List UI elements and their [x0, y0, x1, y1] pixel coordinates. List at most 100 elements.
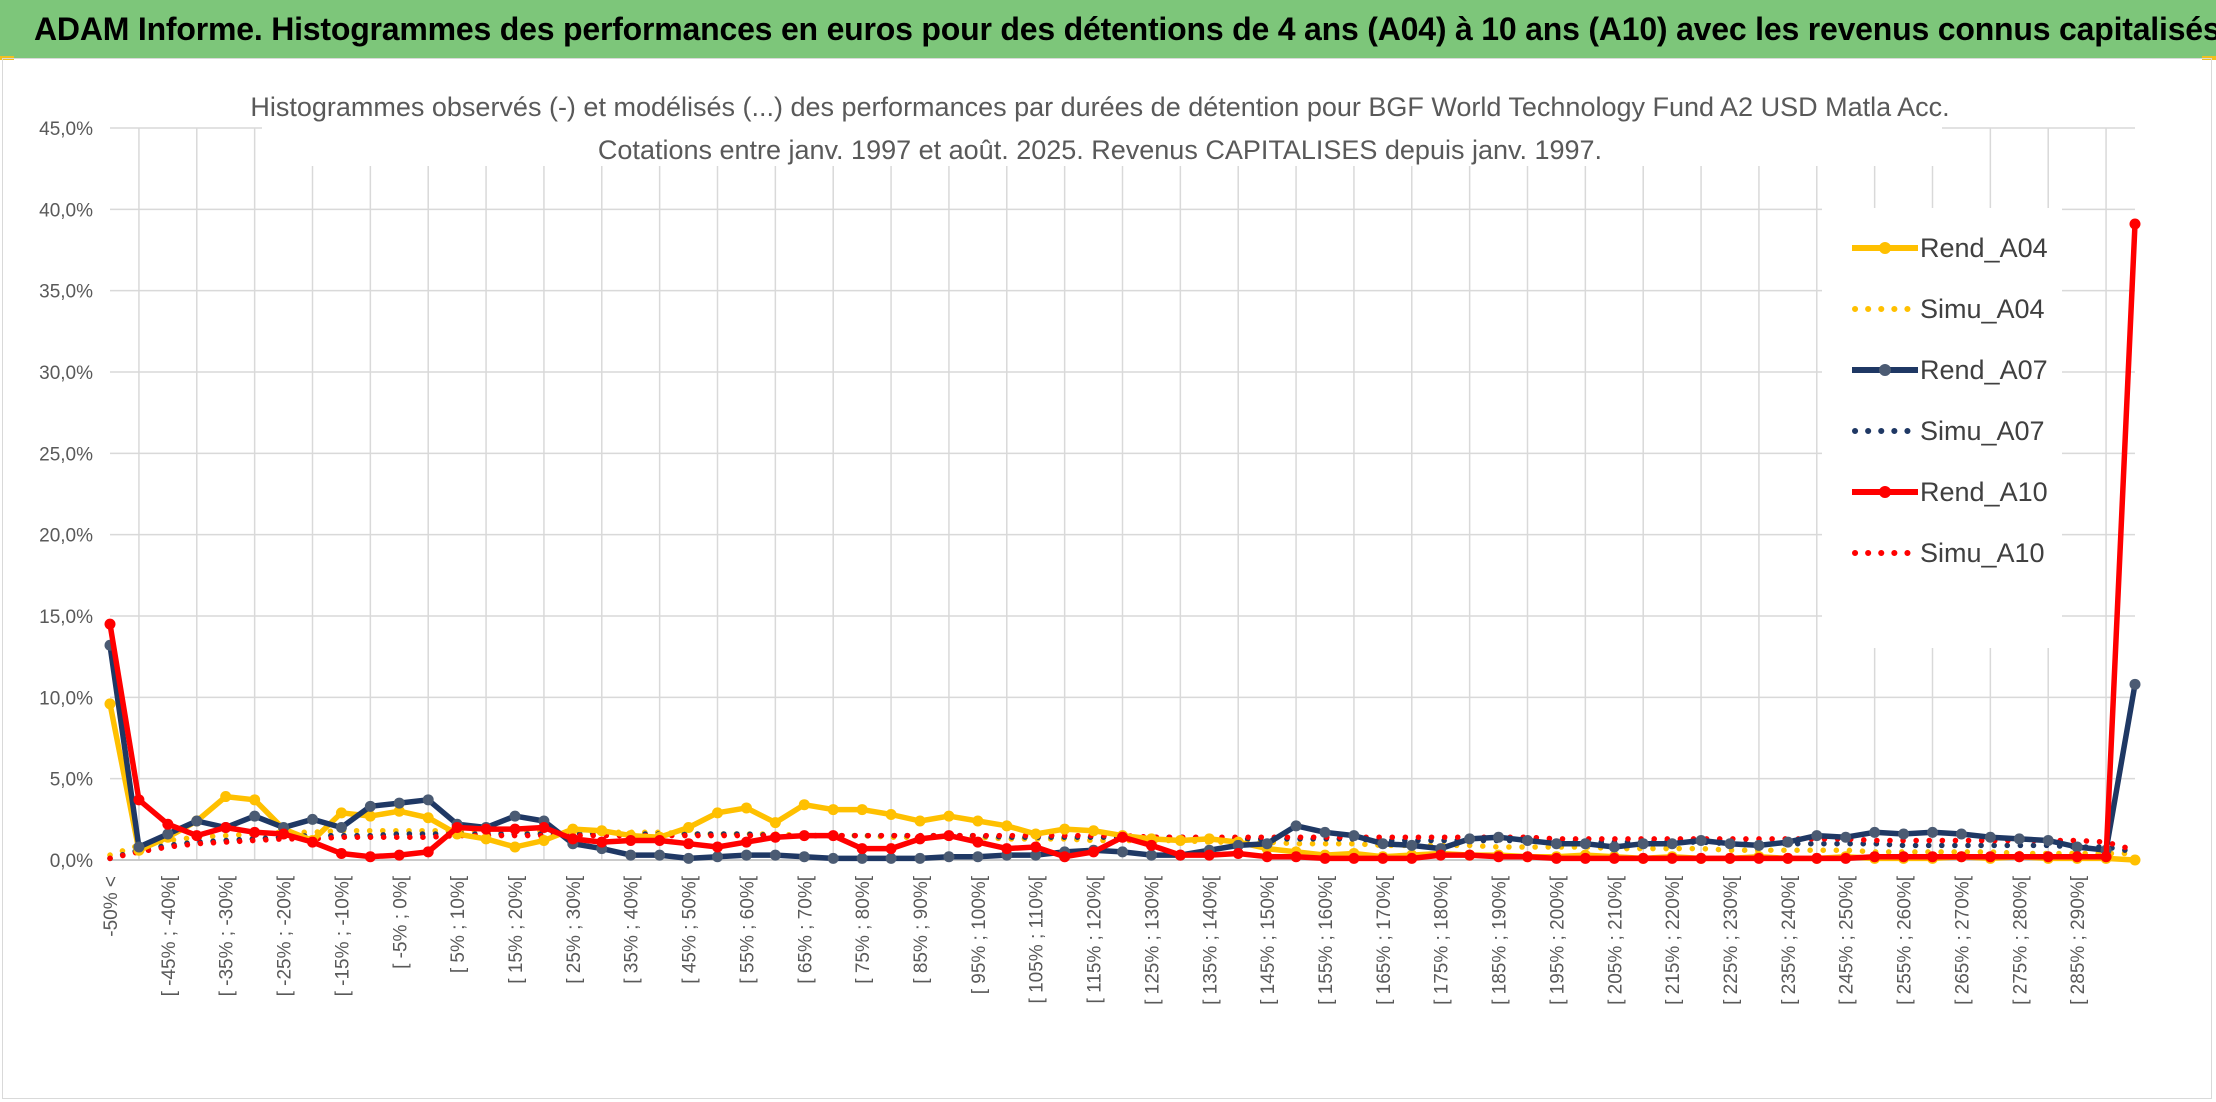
- series-rend-a10-point: [1984, 851, 1996, 863]
- series-rend-a10-point: [2129, 218, 2141, 230]
- series-rend-a10-point: [335, 847, 347, 859]
- series-rend-a10-point: [538, 821, 550, 833]
- series-rend-a04-point: [220, 791, 232, 803]
- series-rend-a07-point: [191, 815, 203, 827]
- series-layer: [104, 218, 2141, 866]
- series-rend-a10-point: [1493, 851, 1505, 863]
- series-rend-a07-point: [1811, 830, 1823, 842]
- series-rend-a07-point: [1117, 846, 1128, 858]
- series-rend-a10-point: [191, 830, 203, 842]
- series-rend-a04-point: [1030, 828, 1042, 840]
- series-rend-a07-point: [1869, 826, 1881, 838]
- series-rend-a07-point: [1782, 836, 1794, 848]
- series-rend-a10-point: [1232, 847, 1244, 859]
- series-rend-a10-point: [1088, 846, 1100, 858]
- performance-histogram-chart: 0,0% 5,0% 10,0% 15,0% 20,0% 25,0% 30,0% 35,0% 40…: [39, 78, 2141, 1005]
- series-rend-a07-point: [422, 794, 434, 806]
- series-rend-a10-point: [654, 834, 666, 846]
- x-tick-label: [ 5% ; 10%[: [448, 875, 469, 973]
- series-rend-a07-point: [364, 800, 376, 812]
- series-rend-a10-point: [943, 830, 955, 842]
- x-tick-label: [ 65% ; 70%[: [795, 875, 816, 983]
- series-rend-a10-point: [1724, 852, 1736, 864]
- series-rend-a07-point: [1579, 838, 1591, 850]
- series-rend-a07-point: [1290, 820, 1302, 832]
- title-background: [262, 78, 1942, 166]
- series-rend-a04-point: [422, 812, 434, 824]
- series-rend-a04-point: [856, 804, 868, 816]
- series-rend-a07-point: [2129, 678, 2141, 690]
- series-rend-a10-point: [712, 841, 723, 853]
- series-rend-a04-point: [972, 815, 984, 827]
- series-rend-a10-point: [740, 836, 752, 848]
- x-tick-label: [ 145% ; 150%[: [1258, 875, 1279, 1005]
- x-tick-label: [ 55% ; 60%[: [737, 875, 758, 983]
- legend-marker-rend-a10: [1879, 486, 1891, 498]
- series-rend-a10-point: [1550, 852, 1562, 864]
- series-rend-a07-point: [1840, 831, 1852, 843]
- series-rend-a04-point: [683, 821, 695, 833]
- x-tick-label: [ -45% ; -40%[: [159, 875, 180, 996]
- series-rend-a10-point: [914, 833, 926, 845]
- series-rend-a10-point: [364, 851, 376, 863]
- x-tick-label: [ 225% ; 230%[: [1721, 875, 1742, 1005]
- chart-subtitle: Cotations entre janv. 1997 et août. 2025…: [598, 135, 1602, 165]
- series-rend-a10-point: [249, 826, 261, 838]
- series-rend-a07-point: [798, 851, 810, 863]
- series-rend-a10-point: [1955, 851, 1967, 863]
- x-tick-label: [ 45% ; 50%[: [680, 875, 701, 983]
- legend-marker-rend-a04: [1879, 242, 1891, 254]
- x-tick-label: [ 75% ; 80%[: [853, 875, 874, 983]
- x-tick-label: [ -25% ; -20%[: [275, 875, 296, 996]
- series-rend-a10-point: [1030, 841, 1042, 853]
- series-rend-a04-point: [827, 804, 839, 816]
- y-tick-label: 10,0%: [39, 688, 93, 709]
- y-tick-label: 0,0%: [50, 851, 93, 872]
- series-rend-a04-point: [1059, 823, 1071, 835]
- y-tick-label: 20,0%: [39, 526, 93, 547]
- series-rend-a04-point: [567, 823, 579, 835]
- series-rend-a04-point: [249, 794, 261, 806]
- series-rend-a07-point: [1493, 831, 1505, 843]
- series-rend-a10-point: [1348, 852, 1360, 864]
- series-rend-a07-point: [1550, 838, 1562, 850]
- x-tick-label: [ 125% ; 130%[: [1142, 875, 1163, 1005]
- series-rend-a10-point: [1145, 839, 1157, 851]
- series-rend-a10-point: [827, 830, 839, 842]
- series-rend-a07-point: [914, 852, 926, 864]
- series-rend-a10-point: [422, 846, 434, 858]
- y-tick-label: 5,0%: [50, 770, 93, 791]
- series-rend-a07-point: [1955, 828, 1967, 840]
- series-rend-a10-point: [393, 849, 405, 861]
- series-rend-a07-point: [1927, 826, 1938, 838]
- series-rend-a07-point: [943, 851, 955, 863]
- x-tick-label: [ 185% ; 190%[: [1490, 875, 1511, 1005]
- series-rend-a10-point: [2013, 851, 2025, 863]
- series-rend-a07-point: [2042, 834, 2054, 846]
- legend-label-simu-a04: Simu_A04: [1920, 294, 2045, 324]
- report-banner: ADAM Informe. Histogrammes des performan…: [0, 0, 2216, 58]
- series-rend-a04-point: [1088, 825, 1100, 837]
- series-rend-a07-point: [1319, 826, 1331, 838]
- series-rend-a07-point: [625, 849, 637, 861]
- series-rend-a10-point: [133, 794, 145, 806]
- series-rend-a07-point: [249, 810, 261, 822]
- x-tick-label: [ 275% ; 280%[: [2010, 875, 2031, 1005]
- series-rend-a10-point: [1579, 852, 1591, 864]
- series-rend-a10-point: [1666, 852, 1678, 864]
- x-tick-label: [ 285% ; 290%[: [2068, 875, 2089, 1005]
- series-rend-a10-point: [856, 843, 868, 855]
- legend-background: [1822, 208, 2062, 648]
- series-rend-a07-point: [972, 851, 984, 863]
- x-tick-label: [ 205% ; 210%[: [1605, 875, 1626, 1005]
- series-rend-a04-point: [509, 841, 521, 853]
- series-rend-a04-point: [2129, 854, 2141, 866]
- x-tick-label: -50% <: [101, 876, 122, 937]
- series-rend-a10-point: [1869, 851, 1881, 863]
- series-rend-a07-point: [1984, 831, 1996, 843]
- x-tick-label: [ 175% ; 180%[: [1432, 875, 1453, 1005]
- series-rend-a04-point: [104, 698, 116, 710]
- series-rend-a10-point: [1117, 831, 1128, 843]
- x-tick-label: [ 115% ; 120%[: [1085, 875, 1106, 1003]
- series-rend-a10-point: [1608, 852, 1620, 864]
